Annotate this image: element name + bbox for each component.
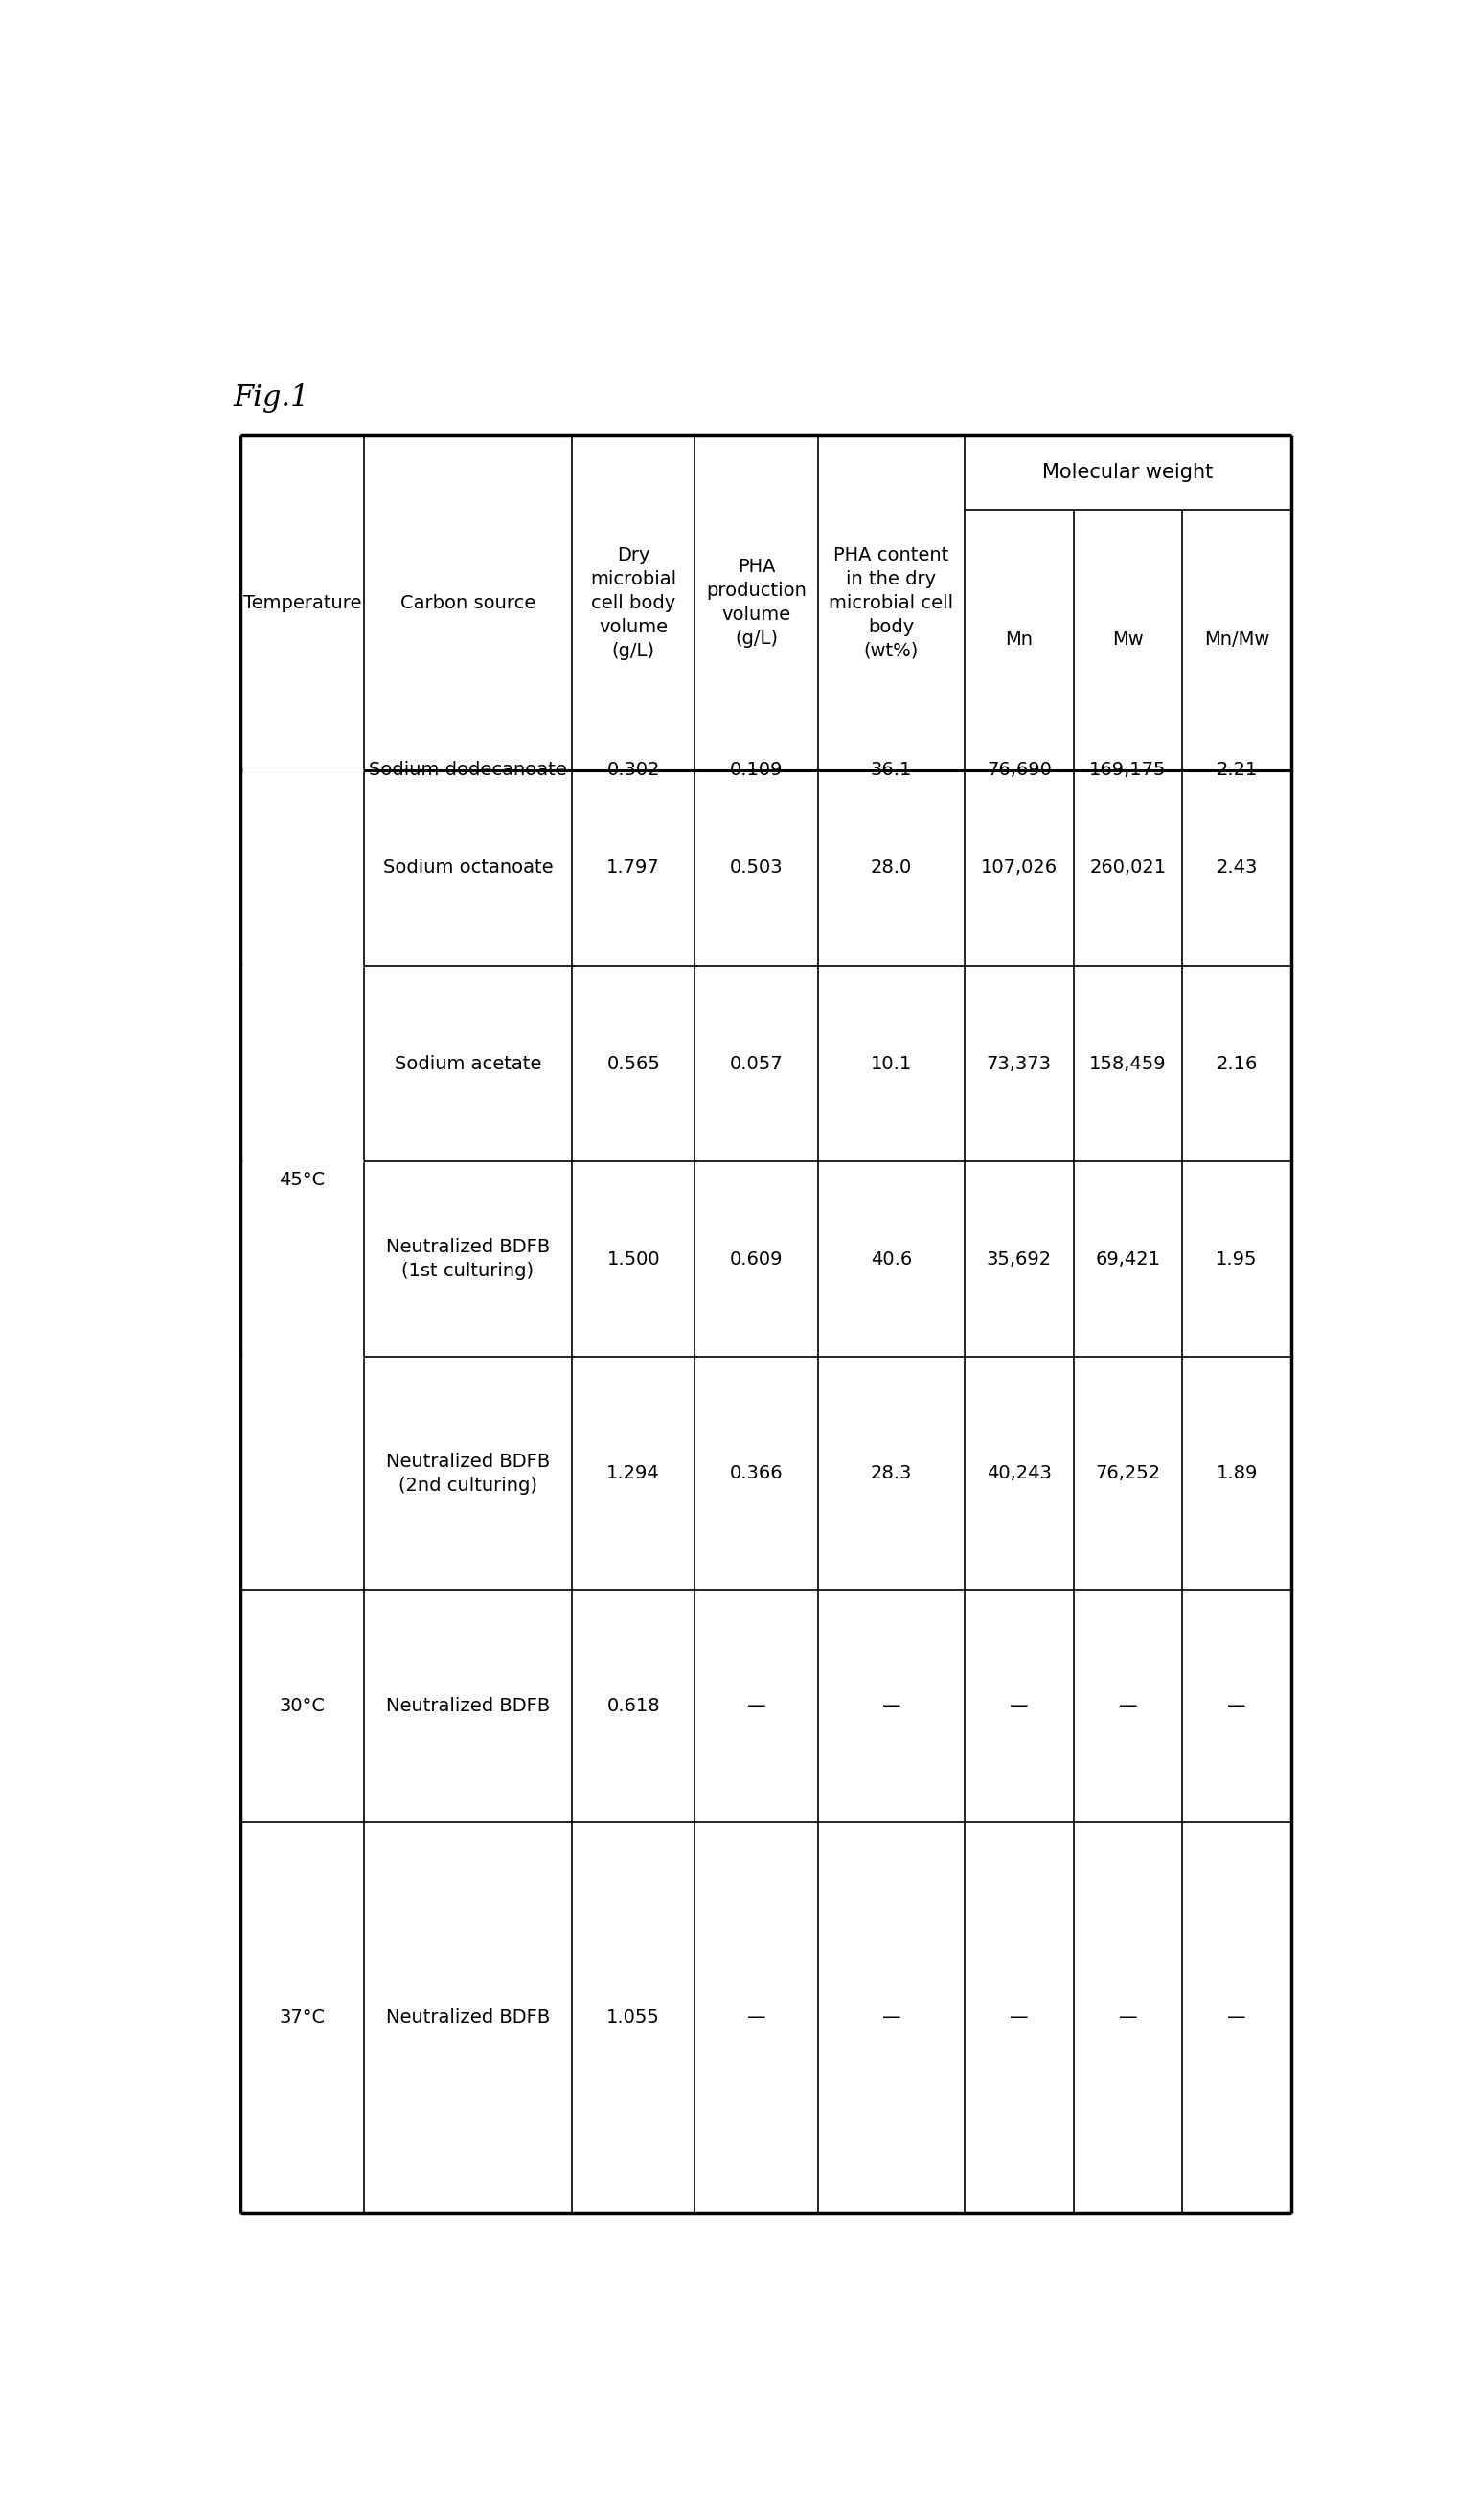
Text: 158,459: 158,459 [1089, 1053, 1166, 1074]
Text: 107,026: 107,026 [981, 859, 1057, 877]
Text: 1.95: 1.95 [1217, 1250, 1258, 1268]
Text: 73,373: 73,373 [987, 1053, 1052, 1074]
Text: 1.797: 1.797 [607, 859, 660, 877]
Text: Sodium dodecanoate: Sodium dodecanoate [369, 761, 567, 779]
Text: 1.055: 1.055 [607, 2008, 660, 2026]
Text: 69,421: 69,421 [1095, 1250, 1160, 1268]
Text: 40,243: 40,243 [987, 1464, 1052, 1482]
Text: 1.500: 1.500 [607, 1250, 660, 1268]
Text: 1.89: 1.89 [1217, 1464, 1258, 1482]
Text: Mw: Mw [1113, 630, 1144, 650]
Text: 0.302: 0.302 [607, 761, 660, 779]
Text: PHA content
in the dry
microbial cell
body
(wt%): PHA content in the dry microbial cell bo… [829, 547, 953, 660]
Text: 76,252: 76,252 [1095, 1464, 1160, 1482]
Text: 0.057: 0.057 [730, 1053, 783, 1074]
Text: 40.6: 40.6 [870, 1250, 912, 1268]
Text: 76,690: 76,690 [987, 761, 1052, 779]
Text: PHA
production
volume
(g/L): PHA production volume (g/L) [706, 557, 807, 648]
Text: Carbon source: Carbon source [400, 595, 536, 612]
Text: 2.21: 2.21 [1217, 761, 1258, 779]
Text: 1.294: 1.294 [607, 1464, 660, 1482]
Text: Mn: Mn [1005, 630, 1033, 650]
Text: —: — [1119, 2008, 1137, 2026]
Text: 0.366: 0.366 [730, 1464, 783, 1482]
Text: 35,692: 35,692 [987, 1250, 1052, 1268]
Text: 0.109: 0.109 [730, 761, 783, 779]
Text: 37°C: 37°C [280, 2008, 326, 2026]
Text: —: — [747, 2008, 765, 2026]
Text: 0.609: 0.609 [730, 1250, 783, 1268]
Text: 169,175: 169,175 [1089, 761, 1166, 779]
Text: 30°C: 30°C [280, 1696, 326, 1716]
Text: 10.1: 10.1 [870, 1053, 912, 1074]
Text: —: — [1227, 1696, 1246, 1716]
Text: —: — [1009, 2008, 1029, 2026]
Text: 28.3: 28.3 [870, 1464, 912, 1482]
Text: 28.0: 28.0 [870, 859, 912, 877]
Text: Molecular weight: Molecular weight [1042, 464, 1214, 481]
Text: Neutralized BDFB: Neutralized BDFB [386, 1696, 551, 1716]
Text: Sodium acetate: Sodium acetate [394, 1053, 542, 1074]
Text: Sodium octanoate: Sodium octanoate [383, 859, 554, 877]
Text: —: — [882, 1696, 901, 1716]
Text: —: — [1227, 2008, 1246, 2026]
Text: Neutralized BDFB
(2nd culturing): Neutralized BDFB (2nd culturing) [386, 1452, 551, 1494]
Text: 0.503: 0.503 [730, 859, 783, 877]
Text: 0.565: 0.565 [607, 1053, 660, 1074]
Text: Neutralized BDFB
(1st culturing): Neutralized BDFB (1st culturing) [386, 1237, 551, 1280]
Text: 45°C: 45°C [280, 1172, 326, 1189]
Text: Mn/Mw: Mn/Mw [1205, 630, 1270, 650]
Text: 36.1: 36.1 [870, 761, 912, 779]
Text: —: — [1009, 1696, 1029, 1716]
Text: Neutralized BDFB: Neutralized BDFB [386, 2008, 551, 2026]
Text: 2.16: 2.16 [1217, 1053, 1258, 1074]
Text: —: — [882, 2008, 901, 2026]
Text: Fig.1: Fig.1 [234, 383, 309, 413]
Text: Temperature: Temperature [243, 595, 361, 612]
Text: 260,021: 260,021 [1089, 859, 1166, 877]
Text: —: — [747, 1696, 765, 1716]
Text: —: — [1119, 1696, 1137, 1716]
Text: 0.618: 0.618 [607, 1696, 660, 1716]
Text: Dry
microbial
cell body
volume
(g/L): Dry microbial cell body volume (g/L) [591, 547, 676, 660]
Text: 2.43: 2.43 [1217, 859, 1258, 877]
